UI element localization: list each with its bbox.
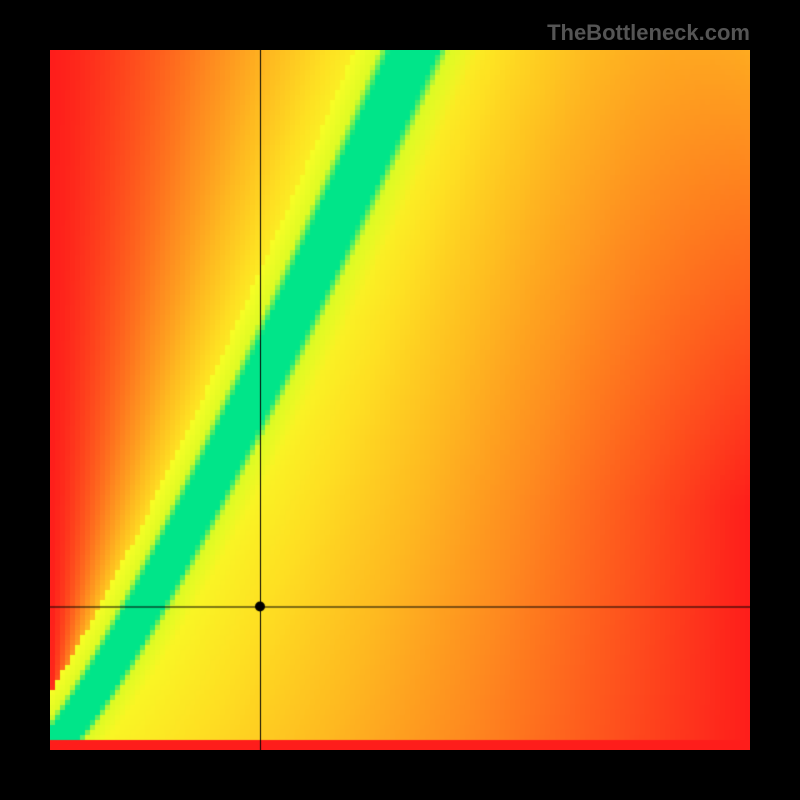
watermark-text: TheBottleneck.com xyxy=(547,20,750,46)
bottleneck-heatmap xyxy=(50,50,750,750)
chart-container: TheBottleneck.com xyxy=(0,0,800,800)
